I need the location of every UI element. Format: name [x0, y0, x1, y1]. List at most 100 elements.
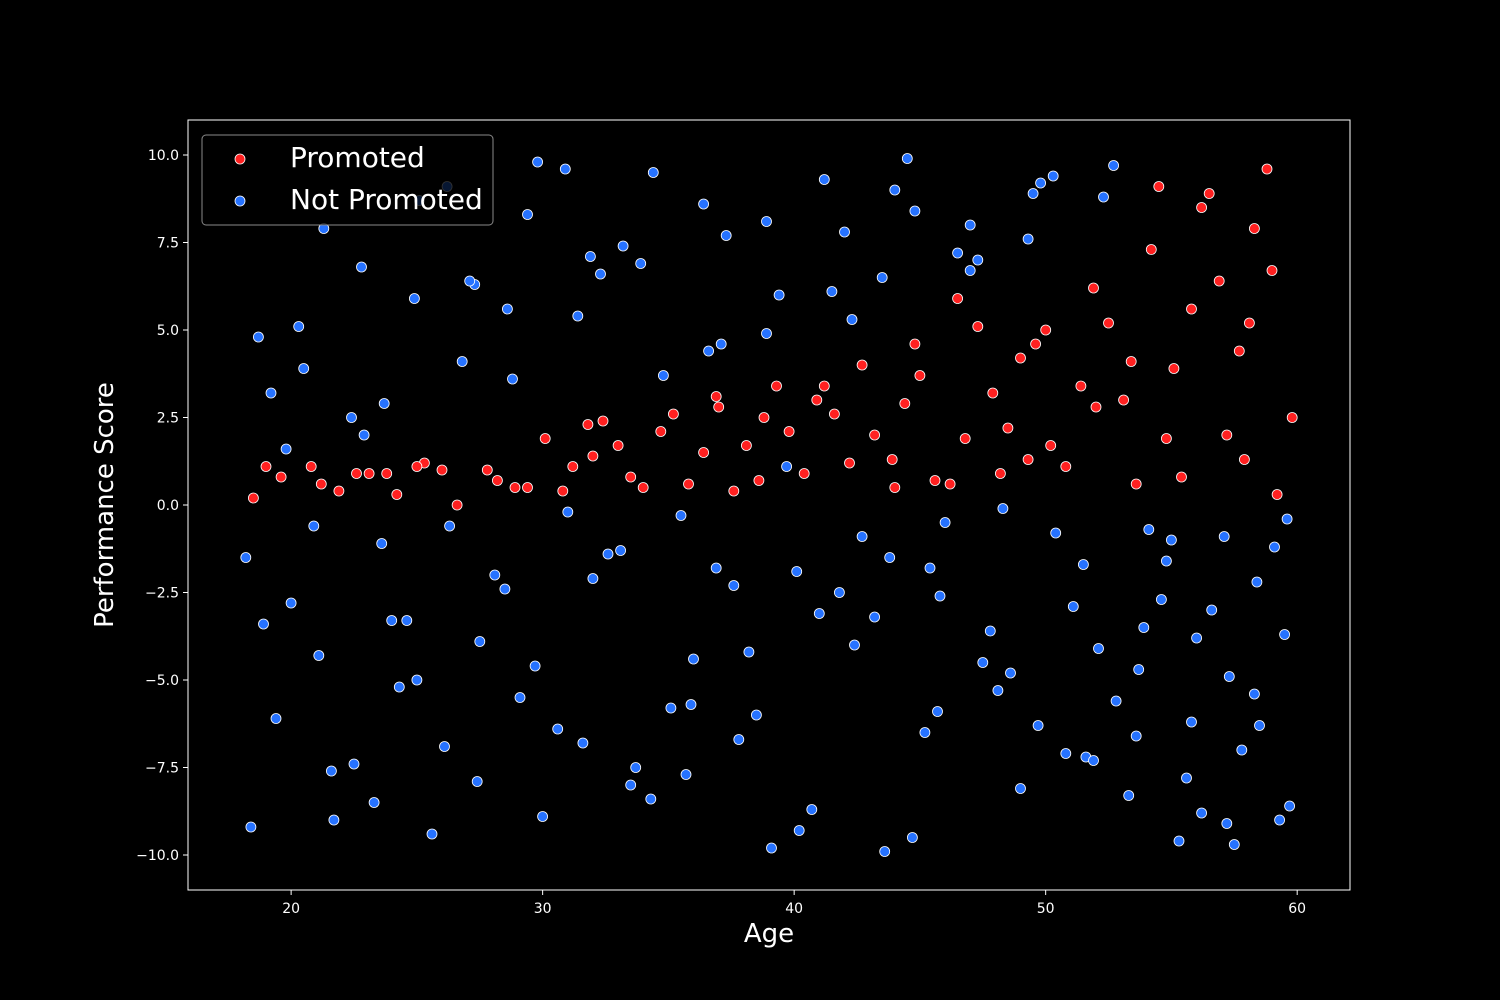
not-promoted-point — [356, 261, 367, 273]
not-promoted-point — [766, 842, 777, 854]
not-promoted-point — [522, 209, 533, 220]
not-promoted-point — [1098, 191, 1109, 203]
promoted-point — [811, 394, 823, 406]
not-promoted-point — [934, 590, 946, 602]
not-promoted-point — [1156, 594, 1167, 605]
not-promoted-point — [964, 265, 976, 276]
not-promoted-point — [532, 156, 543, 168]
promoted-point — [1233, 345, 1245, 357]
not-promoted-point — [426, 828, 438, 840]
not-promoted-point — [577, 737, 589, 749]
promoted-point — [683, 478, 694, 490]
not-promoted-point — [1228, 839, 1240, 850]
promoted-point — [899, 398, 911, 409]
not-promoted-point — [378, 398, 390, 409]
promoted-point — [451, 499, 463, 511]
y-tick-label: −2.5 — [145, 586, 179, 602]
not-promoted-point — [1161, 555, 1172, 567]
promoted-point — [1196, 202, 1207, 213]
promoted-point — [929, 475, 941, 486]
not-promoted-point — [834, 587, 845, 598]
not-promoted-point — [411, 674, 423, 686]
y-tick-label: 10.0 — [148, 148, 179, 164]
not-promoted-point — [529, 660, 541, 672]
promoted-point — [698, 447, 709, 458]
promoted-point — [710, 391, 722, 402]
not-promoted-point — [715, 338, 727, 350]
not-promoted-point — [328, 814, 340, 826]
not-promoted-point — [889, 184, 901, 196]
not-promoted-point — [386, 615, 398, 626]
promoted-point — [491, 475, 503, 486]
not-promoted-point — [688, 653, 699, 665]
not-promoted-point — [658, 370, 669, 381]
promoted-point — [612, 440, 624, 451]
not-promoted-point — [572, 310, 584, 322]
not-promoted-point — [439, 741, 450, 752]
y-tick-label: 5.0 — [157, 323, 179, 339]
promoted-point — [567, 461, 579, 472]
promoted-point — [1286, 412, 1298, 423]
promoted-point — [333, 485, 345, 497]
promoted-point — [818, 380, 830, 392]
promoted-point — [1203, 188, 1215, 199]
not-promoted-point — [952, 247, 963, 259]
not-promoted-point — [806, 804, 818, 815]
y-tick-label: 2.5 — [157, 411, 179, 427]
not-promoted-point — [1022, 233, 1034, 245]
promoted-point — [381, 468, 393, 479]
not-promoted-point — [1110, 695, 1122, 707]
x-tick-label: 60 — [1288, 901, 1306, 917]
not-promoted-point — [240, 552, 252, 563]
promoted-point — [1244, 317, 1255, 329]
promoted-point — [1145, 244, 1157, 255]
promoted-point — [1130, 478, 1142, 490]
y-tick-label: 7.5 — [157, 236, 179, 252]
not-promoted-point — [698, 198, 709, 210]
not-promoted-point — [901, 153, 913, 164]
promoted-point — [1176, 471, 1187, 483]
promoted-point — [582, 419, 594, 430]
not-promoted-point — [1067, 601, 1079, 612]
not-promoted-point — [813, 608, 825, 619]
not-promoted-point — [617, 240, 629, 252]
promoted-point — [1030, 338, 1041, 350]
not-promoted-point — [325, 765, 337, 777]
not-promoted-point — [1138, 622, 1150, 633]
not-promoted-point — [630, 762, 642, 773]
not-promoted-point — [992, 685, 1004, 696]
not-promoted-point — [876, 272, 888, 283]
not-promoted-point — [408, 293, 420, 304]
not-promoted-point — [1035, 177, 1046, 189]
not-promoted-point — [728, 580, 740, 591]
not-promoted-point — [1173, 835, 1185, 847]
not-promoted-point — [869, 611, 880, 623]
not-promoted-point — [635, 258, 647, 269]
not-promoted-point — [376, 538, 388, 549]
promoted-point — [1002, 422, 1014, 434]
promoted-point — [1015, 352, 1026, 364]
promoted-point — [436, 464, 448, 476]
not-promoted-point — [1221, 818, 1233, 829]
not-promoted-point — [1223, 671, 1235, 682]
not-promoted-point — [964, 219, 976, 231]
promoted-point — [1045, 440, 1057, 451]
y-tick-label: −7.5 — [145, 761, 179, 777]
promoted-point — [771, 380, 782, 392]
promoted-point — [637, 482, 649, 493]
not-promoted-point — [562, 506, 574, 518]
not-promoted-point — [559, 163, 571, 175]
not-promoted-point — [665, 702, 677, 714]
promoted-point — [728, 485, 740, 497]
promoted-point — [909, 338, 921, 350]
promoted-point — [1103, 317, 1114, 329]
not-promoted-point — [1206, 604, 1218, 616]
not-promoted-point — [826, 286, 838, 297]
legend-marker-not-promoted — [234, 195, 246, 207]
not-promoted-point — [1143, 524, 1155, 535]
not-promoted-point — [645, 793, 657, 805]
not-promoted-point — [499, 583, 511, 595]
not-promoted-point — [514, 692, 526, 703]
not-promoted-point — [602, 548, 614, 560]
